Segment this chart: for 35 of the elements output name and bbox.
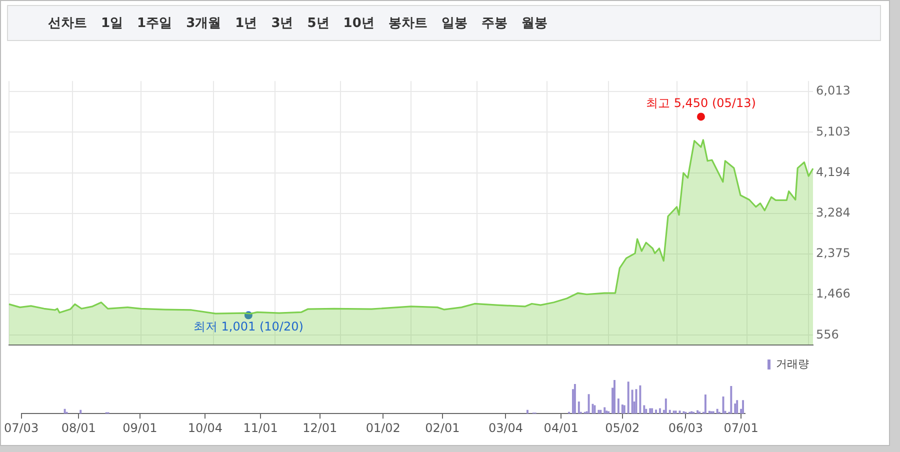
y-tick-label: 6,013 — [816, 84, 850, 98]
text: 3년 — [271, 15, 294, 32]
x-tick-label: 05/02 — [605, 420, 640, 435]
x-tick-label: 06/03 — [668, 420, 703, 435]
x-tick-label: 02/01 — [425, 420, 460, 435]
x-tick-label: 12/01 — [302, 420, 338, 435]
x-tick-label: 09/01 — [122, 420, 158, 435]
y-tick-label: 556 — [816, 327, 839, 342]
x-tick-label: 04/01 — [544, 420, 578, 435]
x-tick-label: 10/04 — [188, 420, 222, 435]
x-tick-label: 08/01 — [61, 420, 96, 435]
annotation: 최고 5,450 (05/13) — [646, 96, 756, 110]
annotation: 최저 1,001 (10/20) — [193, 319, 304, 334]
x-tick-label: 07/01 — [724, 420, 758, 435]
text: 1주일 — [137, 15, 172, 32]
y-tick-label: 5,103 — [816, 124, 850, 138]
text: 선차트 — [48, 15, 87, 32]
text: 봉차트 — [388, 15, 428, 32]
text: 10년 — [343, 15, 374, 32]
text: 3개월 — [186, 15, 222, 32]
text: 1년 — [235, 15, 258, 32]
y-tick-label: 2,375 — [816, 246, 850, 260]
x-tick-label: 11/01 — [243, 420, 278, 435]
y-tick-label: 1,466 — [816, 286, 850, 301]
y-tick-label: 3,284 — [816, 206, 850, 220]
text: 1일 — [101, 15, 124, 32]
legend-label: 거래량 — [776, 357, 809, 370]
x-tick-label: 07/03 — [4, 420, 39, 435]
text: 주봉 — [481, 15, 508, 32]
x-tick-label: 01/02 — [366, 420, 400, 435]
text: 5년 — [307, 15, 330, 32]
text: 월봉 — [521, 15, 548, 32]
x-tick-label: 03/04 — [488, 420, 524, 435]
text: 일봉 — [441, 15, 468, 32]
y-tick-label: 4,194 — [816, 164, 850, 179]
